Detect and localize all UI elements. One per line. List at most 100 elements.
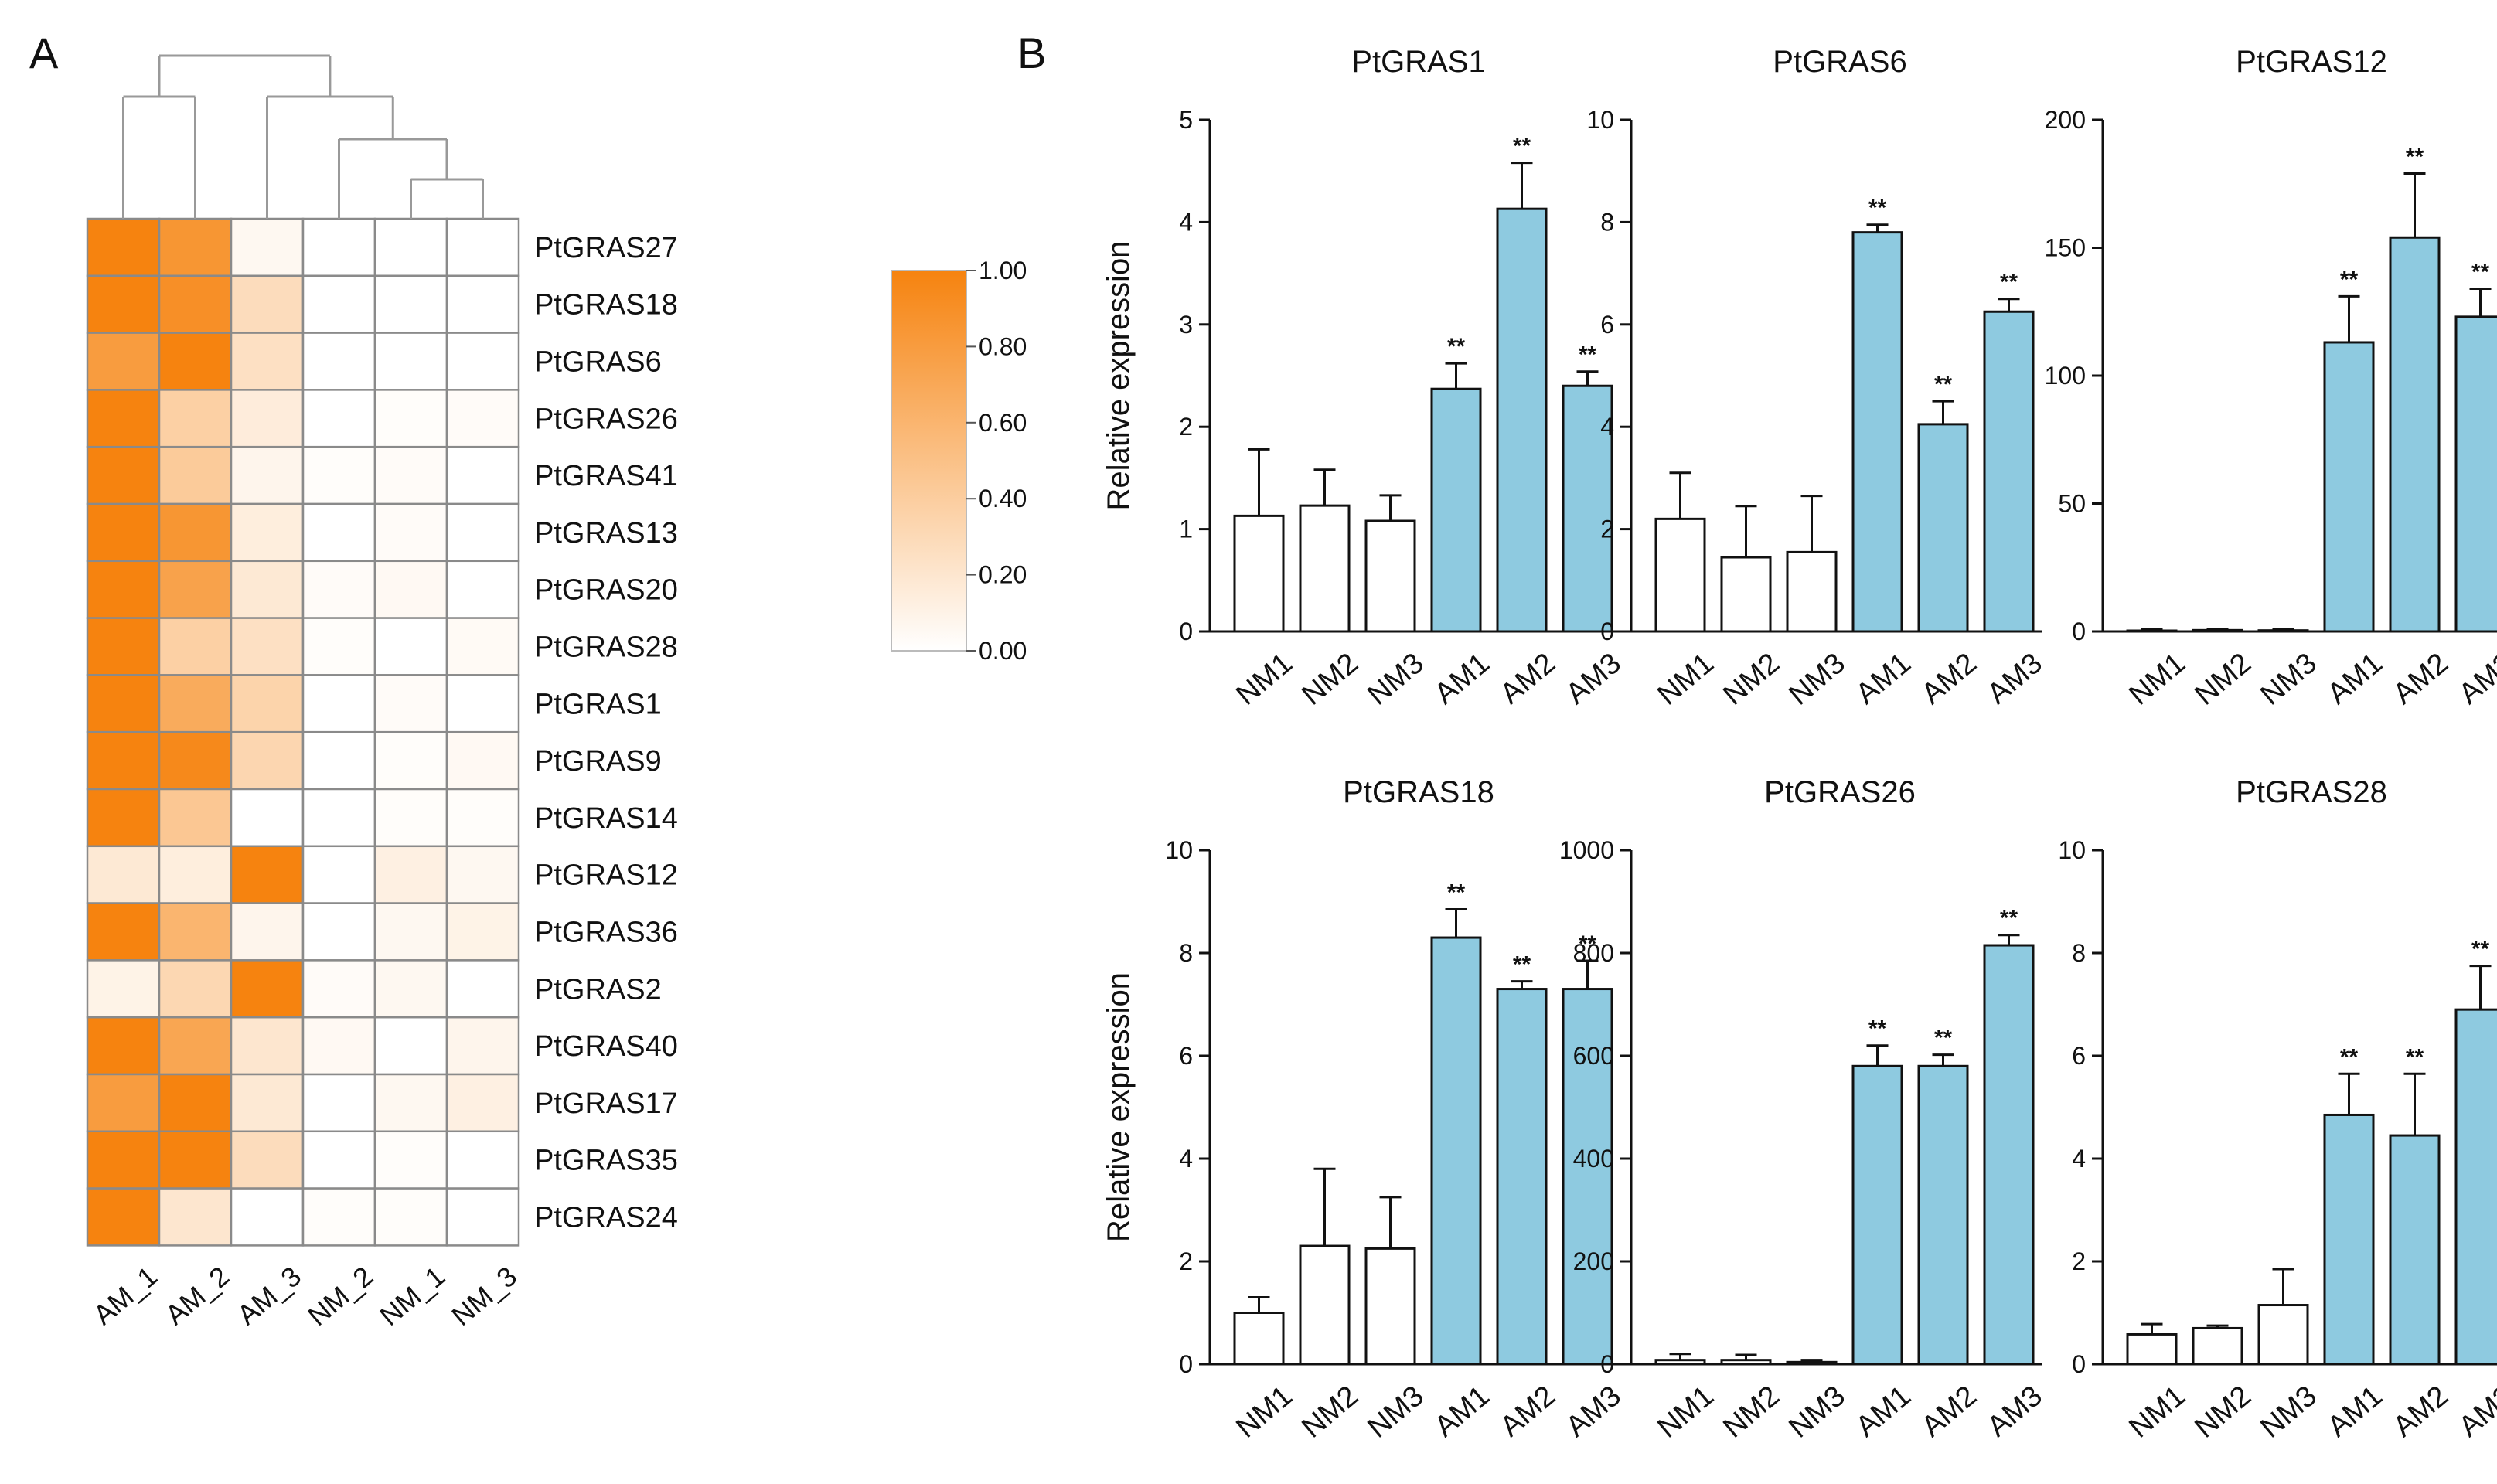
significance-label: ** xyxy=(1447,880,1466,905)
significance-label: ** xyxy=(1579,342,1597,368)
x-tick-label: NM1 xyxy=(1230,1380,1298,1445)
heatmap-cell xyxy=(158,1130,233,1190)
bar xyxy=(2257,1304,2309,1366)
x-tick-label: AM1 xyxy=(2322,647,2389,710)
heatmap-row-label: PtGRAS20 xyxy=(534,574,678,607)
x-tick-label: AM2 xyxy=(2387,1380,2454,1443)
heatmap-cell xyxy=(301,674,376,733)
y-tick-label: 400 xyxy=(1573,1145,1614,1173)
heatmap-cell xyxy=(373,1130,448,1190)
bar xyxy=(1364,1247,1416,1366)
x-tick-label: AM3 xyxy=(2453,647,2497,710)
heatmap-cell xyxy=(301,1187,376,1247)
heatmap-cell xyxy=(230,445,305,505)
bar xyxy=(2389,1134,2441,1366)
heatmap-cell xyxy=(86,389,161,448)
heatmap-cell xyxy=(230,332,305,391)
heatmap-cell xyxy=(445,1130,520,1190)
heatmap-cell xyxy=(445,674,520,733)
y-tick-label: 4 xyxy=(1179,1145,1193,1173)
y-tick-label: 800 xyxy=(1573,939,1614,967)
x-tick-label: AM1 xyxy=(2322,1380,2389,1443)
bar xyxy=(2323,341,2375,633)
heatmap-cell xyxy=(158,617,233,676)
x-tick-label: AM2 xyxy=(1494,647,1562,710)
heatmap-row-label: PtGRAS24 xyxy=(534,1202,678,1234)
bar xyxy=(2454,315,2497,633)
heatmap-cell xyxy=(158,1016,233,1076)
significance-label: ** xyxy=(2471,937,2490,962)
significance-label: ** xyxy=(2406,1044,2424,1070)
heatmap-cell xyxy=(445,1187,520,1247)
x-tick-label: AM2 xyxy=(2387,647,2454,710)
y-tick-label: 1 xyxy=(1179,516,1193,543)
bar xyxy=(1496,207,1548,633)
heatmap-cell xyxy=(301,445,376,505)
bar xyxy=(1720,1359,1772,1366)
heatmap-cell xyxy=(373,1073,448,1133)
x-tick-label: NM3 xyxy=(2254,647,2322,712)
x-tick-label: NM2 xyxy=(1296,647,1364,712)
heatmap-cell xyxy=(373,560,448,619)
bar xyxy=(1786,550,1838,633)
y-tick-label: 150 xyxy=(2045,234,2086,262)
y-tick-label: 4 xyxy=(2072,1145,2086,1173)
heatmap-column-label: NM_1 xyxy=(373,1260,451,1332)
heatmap-cell xyxy=(445,389,520,448)
significance-label: ** xyxy=(1868,1016,1887,1042)
bar-chart-ptgras18: PtGRAS18 0 2 4 6 8 10 Relative expression NM1NM2… xyxy=(1102,775,1627,1445)
heatmap-cell xyxy=(86,274,161,334)
x-tick-label: NM3 xyxy=(1361,647,1429,712)
heatmap-row-label: PtGRAS28 xyxy=(534,631,678,664)
x-tick-label: NM2 xyxy=(1296,1380,1364,1445)
y-tick-label: 10 xyxy=(1586,106,1614,134)
heatmap-cell xyxy=(86,1073,161,1133)
y-tick-label: 2 xyxy=(1179,413,1193,441)
y-tick-label: 200 xyxy=(2045,106,2086,134)
bar xyxy=(2126,1333,2178,1366)
heatmap-cell xyxy=(158,560,233,619)
chart-title: PtGRAS6 xyxy=(1773,45,1906,79)
heatmap-row-label: PtGRAS9 xyxy=(534,745,662,778)
significance-label: ** xyxy=(2471,259,2490,284)
bar xyxy=(1654,1359,1706,1366)
heatmap-row-label: PtGRAS14 xyxy=(534,802,678,835)
heatmap-cell xyxy=(373,332,448,391)
colorbar-tick-label: 0.20 xyxy=(979,561,1027,589)
heatmap-cell xyxy=(373,389,448,448)
y-tick-label: 6 xyxy=(2072,1042,2086,1070)
significance-label: ** xyxy=(2340,1044,2359,1070)
heatmap-cell xyxy=(86,502,161,563)
y-tick-label: 1000 xyxy=(1559,836,1614,864)
bar xyxy=(2192,1326,2243,1366)
x-tick-label: AM1 xyxy=(1850,647,1917,710)
heatmap-cell xyxy=(86,445,161,505)
heatmap-cell xyxy=(373,217,448,277)
y-tick-label: 0 xyxy=(1179,1350,1193,1378)
x-tick-label: AM2 xyxy=(1916,647,1983,710)
heatmap-cell xyxy=(445,502,520,563)
heatmap-cell xyxy=(230,217,305,277)
bar xyxy=(1786,1360,1838,1366)
heatmap-cell xyxy=(86,217,161,277)
heatmap-cell xyxy=(86,1187,161,1247)
chart-title: PtGRAS26 xyxy=(1764,775,1916,809)
heatmap-panel: PtGRAS27 PtGRAS18 PtGRAS6 PtGRAS26 PtGRAS41 P… xyxy=(86,54,678,1332)
x-tick-label: AM1 xyxy=(1429,1380,1496,1443)
heatmap-cell xyxy=(445,788,520,848)
x-tick-label: NM2 xyxy=(2189,647,2257,712)
bar xyxy=(1983,310,2035,633)
x-tick-label: NM2 xyxy=(1717,647,1785,712)
heatmap-cell xyxy=(158,1187,233,1247)
heatmap-row-label: PtGRAS26 xyxy=(534,403,678,435)
significance-label: ** xyxy=(1447,334,1466,359)
heatmap-cell xyxy=(230,274,305,334)
heatmap-cell xyxy=(301,617,376,676)
y-tick-label: 6 xyxy=(1600,311,1614,339)
heatmap-cell xyxy=(86,1016,161,1076)
heatmap-cell xyxy=(158,959,233,1019)
y-tick-label: 4 xyxy=(1179,208,1193,236)
